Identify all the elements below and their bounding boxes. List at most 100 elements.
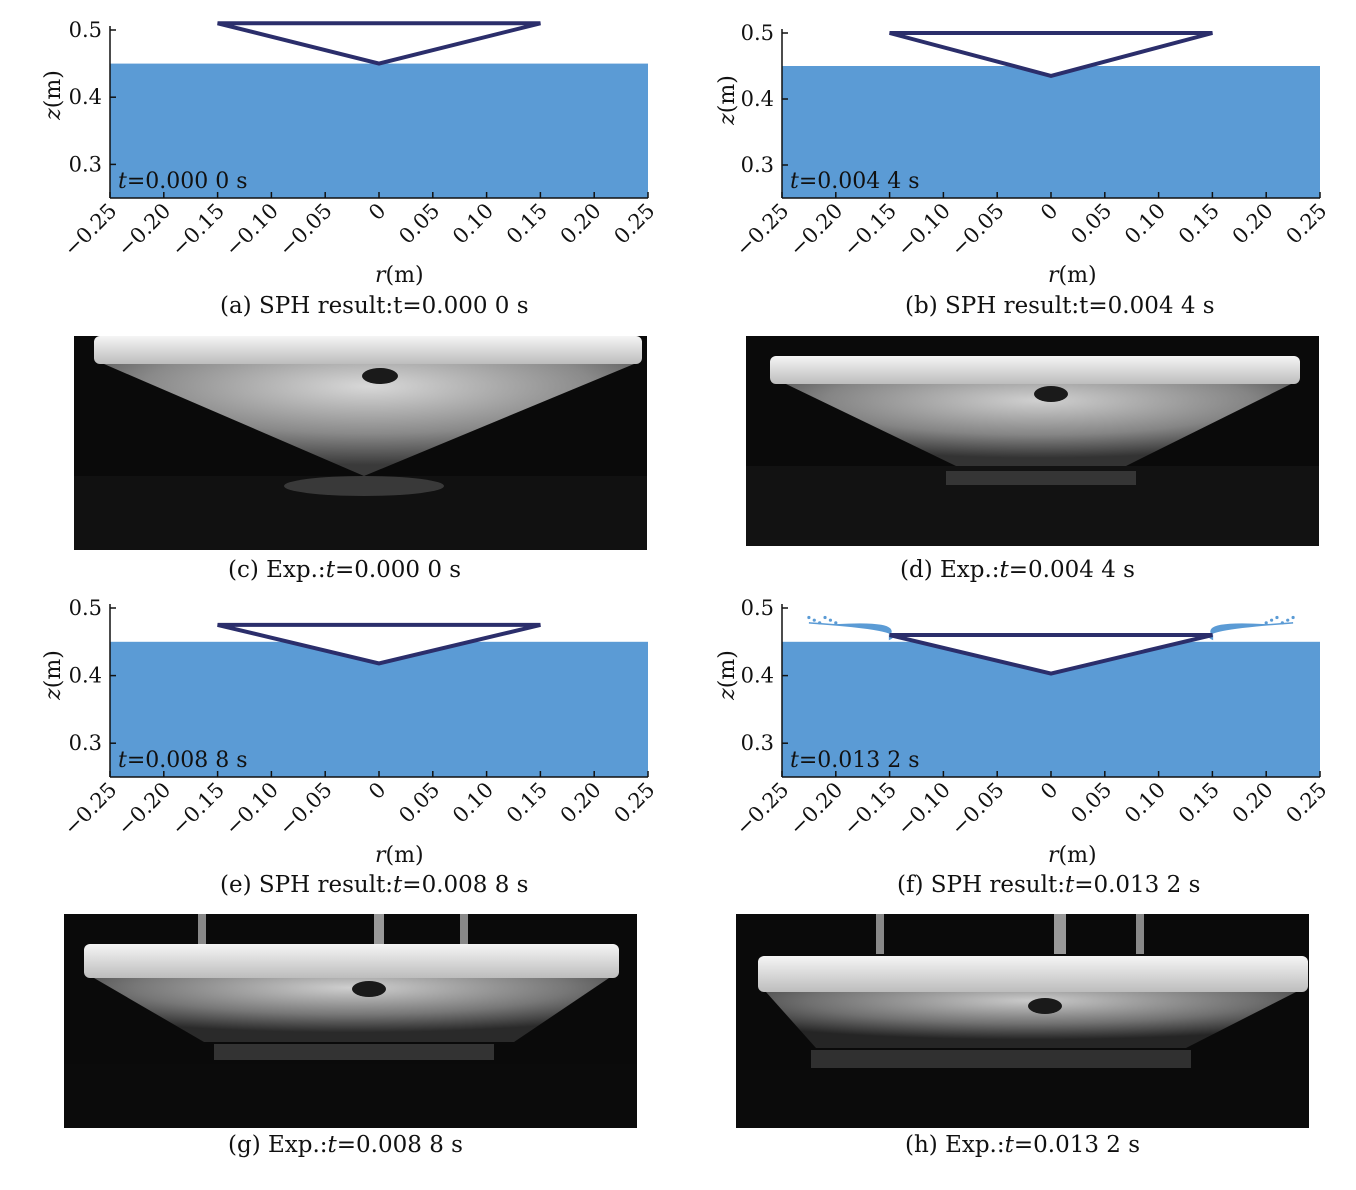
x-tick-label: −0.10 [892,778,954,840]
caption-c-prefix: (c) Exp.: [228,557,326,583]
x-tick-label: −0.20 [113,199,175,261]
photo-g-drawing [64,914,637,1128]
caption-g-prefix: (g) Exp.: [228,1132,328,1158]
x-tick-label: 0.10 [1120,778,1170,828]
x-tick-label: 0.25 [609,199,659,249]
y-axis-title: z(m) [715,75,740,126]
experiment-photo-g [64,914,637,1128]
x-tick-label: −0.05 [274,778,336,840]
spray-droplet [812,618,816,622]
sph-chart-b: 0.30.40.5−0.25−0.20−0.15−0.10−0.05 0 0.05 0… [715,21,1332,288]
x-tick-label: 0.05 [394,199,444,249]
y-tick-label: 0.3 [69,152,102,176]
caption-h: (h) Exp.:t=0.013 2 s [905,1132,1140,1158]
caption-b: (b) SPH result:t=0.004 4 s [905,293,1215,319]
y-axis-title: z(m) [41,650,66,701]
y-tick-label: 0.3 [69,731,102,755]
photo-c-drawing [74,336,647,550]
y-tick-label: 0.4 [69,664,102,688]
x-tick-label: 0.20 [556,199,606,249]
caption-e-var: t [393,872,403,898]
x-tick-label: 0.25 [609,778,659,828]
caption-f-prefix: (f) SPH result: [897,872,1065,898]
x-tick-label: −0.25 [59,778,121,840]
photo-d-drawing [746,336,1319,546]
caption-e-value: =0.008 8 s [402,872,529,898]
y-tick-label: 0.3 [741,153,774,177]
x-tick-label: −0.20 [113,778,175,840]
water-region [782,66,1320,198]
cone-outline [889,31,1213,78]
y-axis-title: z(m) [715,650,740,701]
x-tick-label: 0.10 [448,199,498,249]
sph-panel-e: 0.3 0.4 0.5 −0.25 −0.20 −0.15 −0.10 −0.05 0 0.05 0… [0,590,678,890]
spray-droplet [1291,615,1295,620]
x-tick-label: 0 [364,199,390,225]
time-annotation: t=0.013 2 s [790,748,920,773]
caption-h-value: =0.013 2 s [1013,1132,1141,1158]
x-tick-label: 0.05 [1066,778,1116,828]
caption-b-text: (b) SPH result:t=0.004 4 s [905,293,1215,319]
x-tick-label: 0.05 [1066,199,1116,249]
x-tick-label: 0.15 [502,778,552,828]
x-tick-label: 0.25 [1281,199,1331,249]
x-tick-label: −0.25 [59,199,121,261]
caption-d: (d) Exp.:t=0.004 4 s [900,557,1135,583]
marker-target [362,368,398,384]
spray-droplet [807,615,811,620]
x-tick-label: 0.05 [394,778,444,828]
caption-f: (f) SPH result:t=0.013 2 s [897,872,1200,898]
splash-left [808,622,894,641]
caption-h-var: t [1004,1132,1014,1158]
spray-droplet [1269,618,1274,622]
x-tick-label: −0.20 [785,778,847,840]
x-tick-label: 0.10 [1120,199,1170,249]
spray-droplet [828,618,833,622]
x-tick-label: −0.25 [731,199,793,261]
photo-h-drawing [736,914,1309,1128]
spray-droplet [1275,615,1279,620]
cone-outline [889,633,1213,676]
y-tick-label: 0.5 [69,18,102,42]
caption-c-value: =0.000 0 s [334,557,462,583]
sph-panel-a: 0.3 0.4 0.5 −0.25 −0.20 −0.15 −0.10 −0.05 0 0.05 0… [0,0,678,300]
time-annotation: t=0.008 8 s [118,748,248,773]
spray-droplet [818,621,822,625]
experiment-photo-d [746,336,1319,546]
y-tick-label: 0.5 [741,21,774,45]
caption-a: (a) SPH result:t=0.000 0 s [220,293,529,319]
x-tick-label: 0 [1036,199,1062,225]
water-region [110,63,648,198]
x-tick-label: −0.05 [946,199,1008,261]
x-tick-label: 0.20 [1228,778,1278,828]
sph-chart-e: 0.30.40.5−0.25−0.20−0.15−0.10−0.05 0 0.05 0… [41,596,660,868]
y-tick-label: 0.3 [741,731,774,755]
caption-f-value: =0.013 2 s [1074,872,1201,898]
x-tick-label: −0.15 [839,778,901,840]
cone-outline [217,21,541,66]
x-tick-label: −0.10 [892,199,954,261]
x-tick-label: 0 [364,778,390,804]
x-tick-label: 0.15 [1174,778,1224,828]
caption-g-value: =0.008 8 s [336,1132,463,1158]
x-axis-title: r(m) [375,843,424,868]
time-annotation: t=0.004 4 s [790,169,920,194]
disc-top [94,336,642,364]
x-tick-label: −0.25 [731,778,793,840]
caption-d-prefix: (d) Exp.: [900,557,1000,583]
y-tick-label: 0.4 [69,85,102,109]
caption-e: (e) SPH result:t=0.008 8 s [220,872,528,898]
y-axis-title: z(m) [41,70,66,121]
experiment-photo-c [74,336,647,550]
x-tick-label: 0.25 [1281,778,1331,828]
y-tick-label: 0.4 [741,87,774,111]
caption-e-prefix: (e) SPH result: [220,872,394,898]
spray-droplet [834,621,838,625]
spray-droplet [823,615,827,620]
sph-chart-f: 0.30.40.5−0.25−0.20−0.15−0.10−0.05 0 0.05 0… [715,596,1332,868]
x-tick-label: 0.15 [1174,199,1224,249]
x-tick-label: 0 [1036,778,1062,804]
x-tick-label: −0.15 [839,199,901,261]
time-annotation: t=0.000 0 s [118,169,248,194]
y-tick-label: 0.5 [69,596,102,620]
